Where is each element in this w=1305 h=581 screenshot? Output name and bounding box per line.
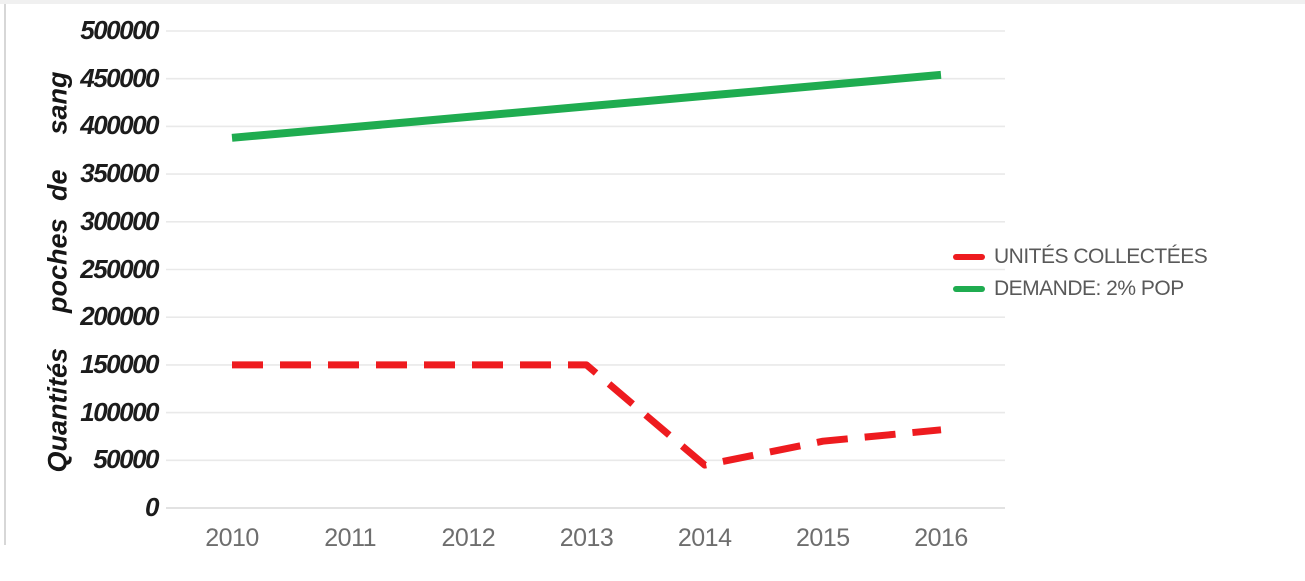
line-unites-collectees: [232, 361, 942, 469]
x-tick-label: 2016: [914, 524, 968, 552]
legend-item-demande-2pct-pop: DEMANDE: 2% POP: [953, 275, 1207, 302]
x-tick-label: 2015: [796, 524, 850, 552]
x-tick-label: 2010: [205, 524, 259, 552]
x-tick-label: 2011: [324, 524, 377, 552]
y-tick-label: 100000: [80, 396, 159, 427]
y-tick-label: 400000: [80, 110, 159, 141]
x-tick-label: 2014: [677, 524, 732, 552]
legend-item-unites-collectees: UNITÉS COLLECTÉES: [953, 243, 1208, 270]
y-tick-label: 150000: [80, 348, 159, 379]
x-tick-label: 2013: [559, 524, 614, 552]
y-tick-label: 300000: [80, 205, 159, 236]
frame-left-border: [4, 4, 6, 545]
x-tick-label: 2012: [441, 524, 496, 552]
y-tick-label: 500000: [80, 15, 159, 45]
frame-top-border: [0, 0, 1305, 4]
y-tick-label: 50000: [93, 444, 159, 475]
legend-marker-green-dash-icon: [953, 285, 985, 292]
legend: UNITÉS COLLECTÉES DEMANDE: 2% POP: [953, 243, 1208, 302]
line-demande-2pct-pop: [231, 70, 942, 142]
y-tick-label: 0: [145, 492, 159, 522]
y-tick-label: 200000: [80, 301, 159, 332]
legend-marker-red-dash-icon: [953, 253, 985, 260]
y-tick-label: 350000: [80, 158, 159, 189]
y-tick-label: 450000: [80, 62, 159, 93]
legend-label: UNITÉS COLLECTÉES: [994, 244, 1208, 268]
y-tick-label: 250000: [80, 253, 159, 284]
legend-label: DEMANDE: 2% POP: [994, 276, 1184, 300]
